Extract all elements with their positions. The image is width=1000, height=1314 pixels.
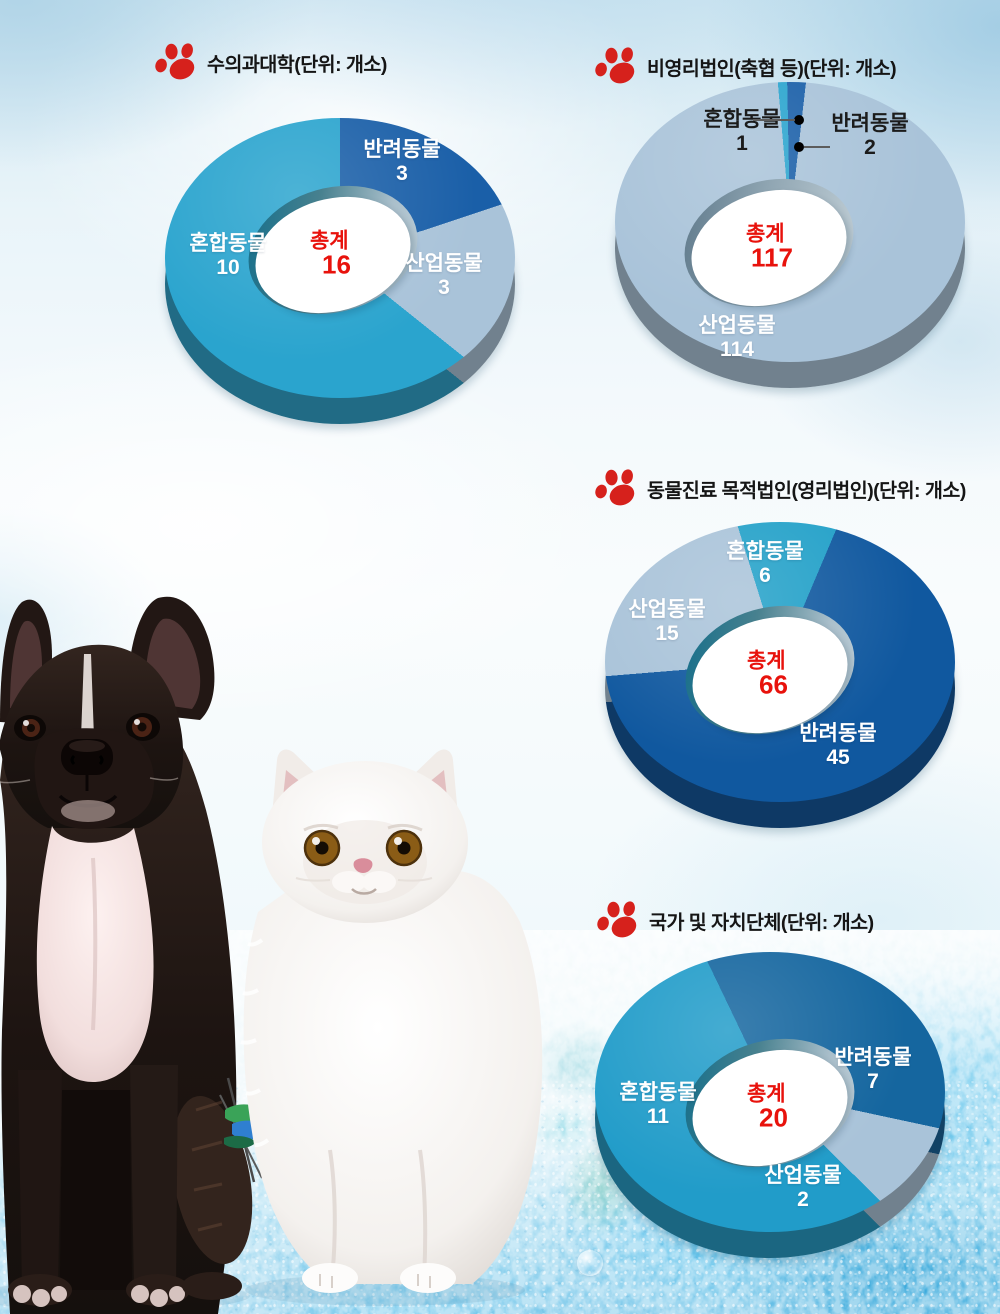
- dog-photo: [0, 596, 253, 1314]
- total-value: 20: [758, 1102, 788, 1133]
- chart-title-forprofit: 동물진료 목적법인(영리법인)(단위: 개소): [592, 468, 966, 508]
- total-label: 총계: [746, 1082, 786, 1106]
- cat-photo: [240, 749, 543, 1293]
- leader-dot: [794, 115, 804, 125]
- total-value: 66: [758, 669, 788, 700]
- bubble-decor: [577, 1250, 603, 1276]
- donut-chart-nonprofit: 총계 117 혼합동물 1 반려동물 2 산업동물 114: [615, 82, 965, 414]
- slice-label-saneopdongmul: 산업동물 114: [698, 314, 776, 361]
- chart-title-text: 동물진료 목적법인(영리법인)(단위: 개소): [647, 479, 966, 502]
- total-value: 16: [321, 249, 351, 280]
- slice-label-honhapdongmul: 혼합동물 1: [703, 108, 781, 155]
- paw-icon: [595, 469, 635, 506]
- slice-label-honhapdongmul: 혼합동물 6: [726, 540, 804, 587]
- total-label: 총계: [745, 222, 785, 246]
- leader-line: [753, 119, 795, 121]
- slice-label-banryeodongmul: 반려동물 45: [799, 722, 877, 769]
- paw-icon: [597, 901, 637, 938]
- chart-title-text: 비영리법인(축협 등)(단위: 개소): [647, 57, 897, 80]
- leader-dot: [794, 142, 804, 152]
- paw-icon: [155, 43, 195, 80]
- slice-label-saneopdongmul: 산업동물 2: [764, 1164, 842, 1211]
- chart-title-text: 수의과대학(단위: 개소): [207, 53, 387, 76]
- paw-icon: [595, 47, 635, 84]
- total-value: 117: [750, 242, 793, 273]
- slice-label-honhapdongmul: 혼합동물 10: [189, 232, 267, 279]
- leader-line: [804, 146, 830, 148]
- slice-label-banryeodongmul: 반려동물 3: [363, 138, 441, 185]
- donut-chart-forprofit: 총계 66 혼합동물 6 반려동물 45 산업동물 15: [605, 522, 955, 854]
- slice-label-saneopdongmul: 산업동물 15: [628, 598, 706, 645]
- total-label: 총계: [309, 229, 349, 253]
- donut-chart-vet-college: 총계 16 반려동물 3 산업동물 3 혼합동물 10: [165, 118, 515, 450]
- pets-photo: [0, 596, 543, 1314]
- chart-title-vet-college: 수의과대학(단위: 개소): [152, 42, 387, 82]
- chart-title-government: 국가 및 자치단체(단위: 개소): [594, 900, 874, 940]
- chart-title-text: 국가 및 자치단체(단위: 개소): [649, 911, 874, 934]
- slice-label-saneopdongmul: 산업동물 3: [405, 252, 483, 299]
- slice-label-banryeodongmul: 반려동물 7: [834, 1046, 912, 1093]
- chart-title-nonprofit: 비영리법인(축협 등)(단위: 개소): [592, 46, 897, 86]
- slice-label-honhapdongmul: 혼합동물 11: [619, 1081, 697, 1128]
- slice-label-banryeodongmul: 반려동물 2: [831, 112, 909, 159]
- donut-chart-government: 총계 20 반려동물 7 산업동물 2 혼합동물 11: [595, 952, 945, 1284]
- total-label: 총계: [746, 649, 786, 673]
